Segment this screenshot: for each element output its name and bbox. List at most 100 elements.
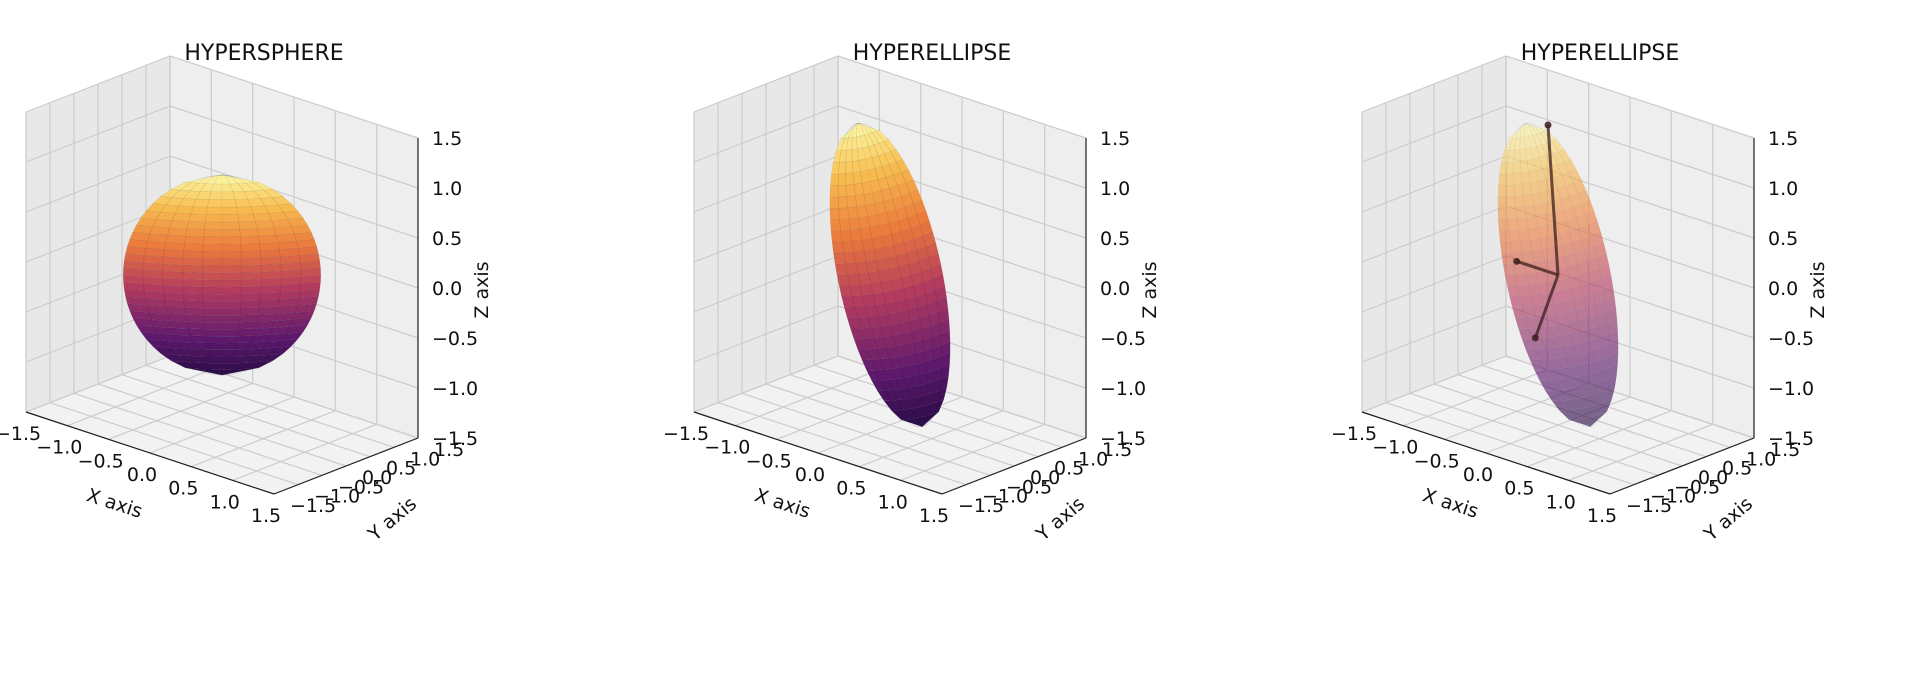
z-tick-label: 1.0	[1768, 178, 1798, 200]
subplot-hyperellipse: HYPERELLIPSE −1.5 −1.0 −0.5 0.0 0.5 1.0 …	[663, 41, 1161, 546]
surface-meridian	[142, 174, 302, 376]
z-tick-label: 1.5	[1768, 128, 1798, 150]
y-tick-label: 0.0	[1698, 467, 1728, 489]
principal-axis-endpoint	[1544, 121, 1552, 129]
grid-line	[837, 55, 1087, 139]
axis-line	[941, 437, 1087, 495]
x-tick-label: 0.5	[836, 478, 866, 500]
surface-plot	[1497, 122, 1619, 428]
x-tick-label: −1.0	[36, 437, 82, 459]
z-tick-labels: −1.5 −1.0 −0.5 0.0 0.5 1.0 1.5	[1100, 128, 1146, 450]
surface-meridian	[855, 123, 925, 427]
x-tick-label: −1.0	[1372, 437, 1418, 459]
subplot-title: HYPERELLIPSE	[853, 41, 1011, 66]
z-tick-label: −1.5	[1100, 428, 1146, 450]
y-tick-label: −0.5	[338, 476, 384, 498]
x-tick-label: 1.5	[1587, 505, 1617, 527]
surface-meridian	[162, 174, 282, 376]
grid-line	[693, 105, 839, 163]
grid-line	[169, 55, 419, 139]
grid-line	[1361, 105, 1507, 163]
z-tick-labels: −1.5 −1.0 −0.5 0.0 0.5 1.0 1.5	[432, 128, 478, 450]
y-tick-labels: −1.5 −1.0 −0.5 0.0 0.5 1.0 1.5	[1626, 439, 1800, 517]
grid-line	[1361, 55, 1507, 113]
y-tick-label: −1.0	[1650, 486, 1696, 508]
surface-meridian	[142, 174, 302, 376]
z-tick-label: 1.5	[1100, 128, 1130, 150]
surface-band	[185, 174, 259, 185]
grid-line	[169, 105, 419, 189]
x-tick-label: 1.5	[919, 505, 949, 527]
surface-meridian	[837, 122, 943, 428]
x-tick-labels: −1.5 −1.0 −0.5 0.0 0.5 1.0 1.5	[663, 423, 949, 527]
grid-line	[25, 55, 171, 113]
subplot-title: HYPERSPHERE	[184, 41, 343, 66]
surface-meridian	[201, 174, 243, 376]
surface-meridian	[182, 174, 262, 376]
grid-line	[1505, 55, 1755, 139]
y-tick-label: 0.0	[362, 467, 392, 489]
x-tick-label: 1.0	[1546, 491, 1576, 513]
z-tick-label: −1.0	[432, 378, 478, 400]
y-tick-label: 0.5	[386, 458, 416, 480]
y-tick-label: −0.5	[1674, 476, 1720, 498]
surface-meridian	[182, 174, 262, 376]
x-axis-label: X axis	[1420, 484, 1481, 523]
surface-meridian	[1523, 123, 1593, 427]
x-tick-label: 0.0	[1463, 464, 1493, 486]
axis-line	[273, 437, 419, 495]
y-axis-label: Y axis	[1031, 493, 1089, 546]
x-tick-label: 0.5	[1504, 478, 1534, 500]
x-axis-label: X axis	[84, 484, 145, 523]
y-tick-label: −1.5	[958, 495, 1004, 517]
z-tick-label: −0.5	[432, 328, 478, 350]
x-tick-label: −0.5	[1414, 450, 1460, 472]
ellipsoid-surface	[829, 122, 951, 428]
y-tick-label: 1.0	[1746, 448, 1776, 470]
x-axis-label: X axis	[752, 484, 813, 523]
axis-line	[1361, 411, 1611, 495]
principal-axis-line	[1546, 124, 1560, 276]
y-tick-label: 1.0	[1078, 448, 1108, 470]
x-tick-label: −1.5	[0, 423, 41, 445]
x-tick-label: 1.5	[251, 505, 281, 527]
z-tick-label: 0.5	[1100, 228, 1130, 250]
surface-band	[900, 411, 939, 427]
axis-line	[693, 411, 943, 495]
surface-meridian	[162, 174, 282, 376]
z-tick-label: 1.0	[1100, 178, 1130, 200]
x-tick-label: 0.5	[168, 478, 198, 500]
x-tick-label: −0.5	[78, 450, 124, 472]
principal-axis-line	[1533, 274, 1560, 339]
z-tick-label: 1.0	[432, 178, 462, 200]
y-tick-label: 1.0	[410, 448, 440, 470]
y-tick-label: −1.0	[314, 486, 360, 508]
x-tick-label: 1.0	[878, 491, 908, 513]
axis-line	[25, 411, 275, 495]
y-tick-label: 1.5	[434, 439, 464, 461]
principal-axis-endpoint	[1513, 257, 1521, 265]
z-tick-label: −1.5	[432, 428, 478, 450]
z-tick-label: 0.0	[1100, 278, 1130, 300]
surface-meridian	[1523, 123, 1593, 427]
y-tick-label: 0.5	[1722, 458, 1752, 480]
y-axis-label: Y axis	[363, 493, 421, 546]
axis-line	[1609, 437, 1755, 495]
z-tick-label: −0.5	[1100, 328, 1146, 350]
surface-meridian	[857, 123, 923, 427]
x-tick-label: −0.5	[746, 450, 792, 472]
principal-axis-endpoint	[1531, 334, 1539, 342]
grid-line	[1505, 105, 1755, 189]
z-tick-label: 0.5	[432, 228, 462, 250]
axes-panes	[1361, 55, 1755, 495]
surface-meridian	[201, 174, 243, 376]
y-tick-labels: −1.5 −1.0 −0.5 0.0 0.5 1.0 1.5	[290, 439, 464, 517]
z-tick-label: 0.0	[432, 278, 462, 300]
y-tick-label: 1.5	[1102, 439, 1132, 461]
grid-line	[693, 55, 839, 113]
x-tick-label: 0.0	[795, 464, 825, 486]
z-tick-labels: −1.5 −1.0 −0.5 0.0 0.5 1.0 1.5	[1768, 128, 1814, 450]
ellipsoid-surface	[1497, 122, 1619, 428]
y-tick-label: −1.5	[1626, 495, 1672, 517]
x-tick-label: −1.0	[704, 437, 750, 459]
